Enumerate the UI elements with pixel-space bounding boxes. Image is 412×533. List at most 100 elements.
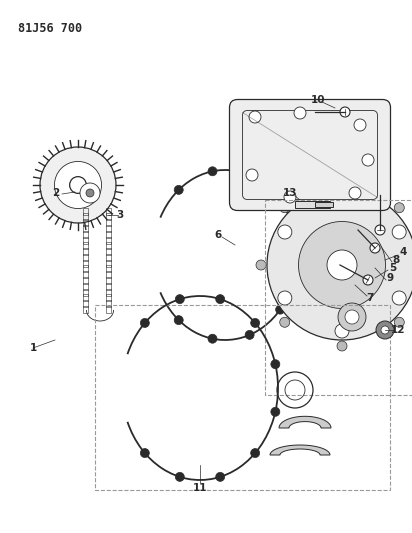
Circle shape <box>381 326 389 334</box>
Text: 5: 5 <box>389 263 397 273</box>
Circle shape <box>338 303 366 331</box>
Circle shape <box>86 189 94 197</box>
Bar <box>105 294 110 302</box>
Text: 1: 1 <box>29 343 37 353</box>
Bar <box>105 289 110 296</box>
Circle shape <box>394 203 404 213</box>
Polygon shape <box>279 416 331 428</box>
Circle shape <box>394 317 404 327</box>
Bar <box>265 200 412 395</box>
Bar <box>83 231 89 238</box>
Circle shape <box>249 111 261 123</box>
Bar <box>83 237 89 244</box>
Text: 11: 11 <box>193 483 207 493</box>
Circle shape <box>293 251 302 260</box>
Circle shape <box>246 169 258 181</box>
Bar <box>83 207 89 215</box>
Circle shape <box>376 321 394 339</box>
Circle shape <box>245 330 254 340</box>
Text: 2: 2 <box>52 188 60 198</box>
Circle shape <box>250 449 260 457</box>
Bar <box>105 265 110 272</box>
Circle shape <box>208 167 217 176</box>
Bar <box>83 289 89 296</box>
Text: 7: 7 <box>366 293 374 303</box>
Circle shape <box>250 318 260 327</box>
Text: 12: 12 <box>391 325 405 335</box>
Text: 8: 8 <box>392 255 400 265</box>
Circle shape <box>276 305 285 314</box>
Bar <box>83 248 89 255</box>
Circle shape <box>370 243 380 253</box>
Bar <box>83 254 89 261</box>
Circle shape <box>363 275 373 285</box>
Bar <box>83 243 89 249</box>
Circle shape <box>245 171 254 180</box>
Text: 10: 10 <box>311 95 325 105</box>
Circle shape <box>392 225 406 239</box>
Bar <box>83 294 89 302</box>
Circle shape <box>176 295 184 304</box>
Circle shape <box>280 317 290 327</box>
Text: 3: 3 <box>116 210 124 220</box>
Circle shape <box>216 295 225 304</box>
Circle shape <box>337 341 347 351</box>
Circle shape <box>337 179 347 189</box>
Bar <box>105 277 110 284</box>
Text: 9: 9 <box>386 273 393 283</box>
Bar <box>95 305 390 490</box>
Text: 13: 13 <box>283 188 297 198</box>
Circle shape <box>335 192 349 206</box>
Circle shape <box>392 291 406 305</box>
Circle shape <box>70 176 87 193</box>
Bar <box>105 248 110 255</box>
Bar <box>83 271 89 278</box>
Bar <box>83 213 89 220</box>
Bar <box>83 219 89 226</box>
Bar <box>105 237 110 244</box>
FancyBboxPatch shape <box>229 100 391 211</box>
Circle shape <box>208 334 217 343</box>
Circle shape <box>327 250 357 280</box>
Bar <box>105 254 110 261</box>
Bar <box>83 225 89 232</box>
Bar <box>83 265 89 272</box>
Circle shape <box>349 187 361 199</box>
Circle shape <box>174 185 183 195</box>
Circle shape <box>54 161 102 208</box>
Bar <box>105 243 110 249</box>
Bar <box>105 283 110 290</box>
Text: 6: 6 <box>214 230 222 240</box>
Circle shape <box>280 203 290 213</box>
Circle shape <box>80 183 100 203</box>
Circle shape <box>40 147 116 223</box>
Bar <box>105 231 110 238</box>
Bar <box>105 300 110 307</box>
Circle shape <box>276 196 285 205</box>
Circle shape <box>299 222 386 309</box>
Circle shape <box>294 107 306 119</box>
Bar <box>105 306 110 313</box>
Circle shape <box>354 119 366 131</box>
Circle shape <box>375 225 385 235</box>
Bar <box>83 300 89 307</box>
Circle shape <box>176 472 184 481</box>
Bar <box>83 260 89 266</box>
Circle shape <box>256 260 266 270</box>
Bar <box>315 202 333 207</box>
Text: 81J56 700: 81J56 700 <box>18 22 82 35</box>
Circle shape <box>271 407 280 416</box>
Bar <box>83 277 89 284</box>
Circle shape <box>345 310 359 324</box>
Circle shape <box>271 360 280 369</box>
Text: 4: 4 <box>399 247 407 257</box>
Bar <box>105 225 110 232</box>
Circle shape <box>335 324 349 338</box>
Bar <box>105 219 110 226</box>
Circle shape <box>140 318 149 327</box>
Circle shape <box>340 107 350 117</box>
Bar <box>105 213 110 220</box>
Polygon shape <box>270 445 330 455</box>
Bar <box>83 306 89 313</box>
Bar <box>83 283 89 290</box>
